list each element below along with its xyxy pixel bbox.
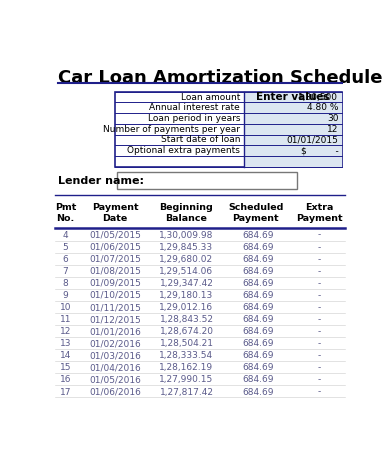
Text: 1,29,347.42: 1,29,347.42 [160,279,213,288]
Text: 1,27,990.15: 1,27,990.15 [159,375,213,384]
Text: -: - [317,375,321,384]
Text: 684.69: 684.69 [243,315,274,324]
Text: -: - [317,352,321,361]
Text: 1,28,333.54: 1,28,333.54 [160,352,213,361]
Text: 5: 5 [62,243,68,252]
Text: Loan period in years: Loan period in years [147,114,240,123]
Bar [117,172,297,189]
Text: 10: 10 [60,303,71,312]
Text: 17: 17 [60,388,71,397]
Text: 684.69: 684.69 [243,279,274,288]
Text: -: - [317,327,321,336]
Text: 1,27,817.42: 1,27,817.42 [160,388,213,397]
Text: 4: 4 [62,231,68,239]
Text: 13: 13 [60,339,71,348]
Text: 1,30,009.98: 1,30,009.98 [159,231,213,239]
Text: 684.69: 684.69 [243,303,274,312]
Text: Number of payments per year: Number of payments per year [103,125,240,134]
Text: 01/01/2015: 01/01/2015 [286,135,338,144]
Text: 684.69: 684.69 [243,375,274,384]
Text: Scheduled
Payment: Scheduled Payment [228,203,284,223]
Text: 8: 8 [62,279,68,288]
Text: 01/12/2015: 01/12/2015 [89,315,141,324]
Text: -: - [317,267,321,276]
Text: -: - [317,339,321,348]
Text: 01/08/2015: 01/08/2015 [89,267,141,276]
Text: Loan amount: Loan amount [181,93,240,102]
Text: 01/07/2015: 01/07/2015 [89,255,141,264]
Text: Enter values: Enter values [256,92,330,102]
Text: 1,28,843.52: 1,28,843.52 [160,315,213,324]
Text: 1,29,012.16: 1,29,012.16 [160,303,213,312]
Text: 1,29,680.02: 1,29,680.02 [160,255,213,264]
Text: 1,28,674.20: 1,28,674.20 [160,327,213,336]
Text: 1,29,845.33: 1,29,845.33 [160,243,213,252]
Text: 01/01/2016: 01/01/2016 [89,327,141,336]
Text: 11: 11 [60,315,71,324]
Text: 684.69: 684.69 [243,352,274,361]
Text: 01/11/2015: 01/11/2015 [89,303,141,312]
Text: 01/06/2016: 01/06/2016 [89,388,141,397]
Text: -: - [317,255,321,264]
Text: 1,29,514.06: 1,29,514.06 [160,267,213,276]
Text: 1,28,504.21: 1,28,504.21 [160,339,213,348]
Text: 684.69: 684.69 [243,231,274,239]
Text: 15: 15 [60,363,71,372]
Text: 684.69: 684.69 [243,327,274,336]
Text: 01/09/2015: 01/09/2015 [89,279,141,288]
Text: 1,30,500: 1,30,500 [298,93,338,102]
Text: Lender name:: Lender name: [58,176,144,186]
Text: $          -: $ - [301,146,338,155]
Text: 01/02/2016: 01/02/2016 [89,339,141,348]
Text: Payment
Date: Payment Date [92,203,138,223]
Text: Annual interest rate: Annual interest rate [149,104,240,112]
Text: 684.69: 684.69 [243,267,274,276]
Text: 30: 30 [327,114,338,123]
Text: 01/05/2016: 01/05/2016 [89,375,141,384]
Bar [115,92,342,167]
Text: 01/03/2016: 01/03/2016 [89,352,141,361]
Text: -: - [317,388,321,397]
Text: 684.69: 684.69 [243,388,274,397]
Text: -: - [317,363,321,372]
Bar [244,92,342,167]
Text: 1,28,162.19: 1,28,162.19 [160,363,213,372]
Text: 684.69: 684.69 [243,255,274,264]
Text: Beginning
Balance: Beginning Balance [160,203,213,223]
Text: 12: 12 [327,125,338,134]
Text: 684.69: 684.69 [243,243,274,252]
Text: Optional extra payments: Optional extra payments [127,146,240,155]
Text: -: - [317,303,321,312]
Text: Start date of loan: Start date of loan [161,135,240,144]
Text: 14: 14 [60,352,71,361]
Text: 684.69: 684.69 [243,291,274,300]
Text: 7: 7 [62,267,68,276]
Text: Extra
Payment: Extra Payment [296,203,342,223]
Text: 12: 12 [60,327,71,336]
Text: -: - [317,279,321,288]
Text: Car Loan Amortization Schedule: Car Loan Amortization Schedule [58,69,382,87]
Text: 01/05/2015: 01/05/2015 [89,231,141,239]
Text: -: - [317,231,321,239]
Text: -: - [317,291,321,300]
Text: -: - [317,315,321,324]
Text: 01/06/2015: 01/06/2015 [89,243,141,252]
Text: 16: 16 [60,375,71,384]
Text: 6: 6 [62,255,68,264]
Text: 9: 9 [62,291,68,300]
Text: Pmt
No.: Pmt No. [55,203,76,223]
Text: 01/04/2016: 01/04/2016 [89,363,141,372]
Text: 1,29,180.13: 1,29,180.13 [159,291,213,300]
Text: 684.69: 684.69 [243,363,274,372]
Text: 01/10/2015: 01/10/2015 [89,291,141,300]
Text: 684.69: 684.69 [243,339,274,348]
Text: -: - [317,243,321,252]
Text: 4.80 %: 4.80 % [307,104,338,112]
